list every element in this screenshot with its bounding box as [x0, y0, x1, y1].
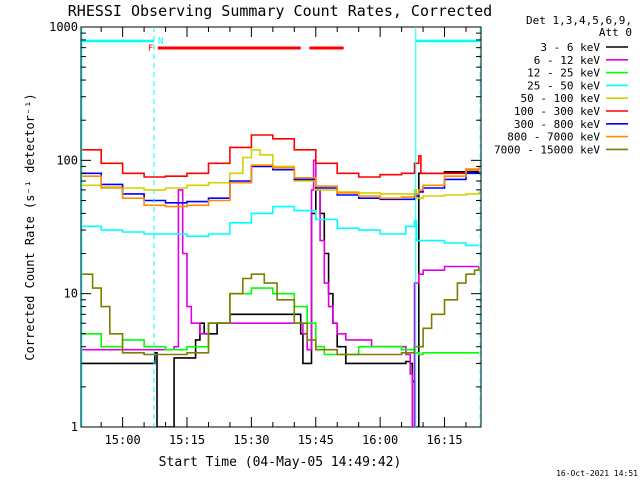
annotations: NF: [81, 27, 481, 427]
y-axis-label: Corrected Count Rate (s⁻¹ detector⁻¹): [23, 93, 37, 360]
legend-label-9: 7000 - 15000 keV: [494, 143, 600, 156]
legend-title-2: Att 0: [599, 26, 632, 39]
legend-label-3: 12 - 25 keV: [527, 67, 600, 80]
y-tick-label-3: 100: [56, 153, 78, 167]
plot-frame: [80, 26, 482, 428]
legend-label-4: 25 - 50 keV: [527, 79, 600, 92]
series-line-9: [81, 266, 480, 356]
legend-label-5: 50 - 100 keV: [521, 92, 601, 105]
legend-label-8: 800 - 7000 keV: [507, 131, 600, 144]
x-axis: 15:00 15:15 15:30 15:45 16:00 16:15: [100, 27, 467, 447]
timestamp: 16-Oct-2021 14:51: [556, 469, 638, 478]
legend-label-1: 3 - 6 keV: [540, 41, 600, 54]
x-tick-label-5: 16:00: [362, 433, 398, 447]
x-axis-label: Start Time (04-May-05 14:49:42): [159, 455, 402, 470]
x-tick-label-4: 15:45: [298, 433, 334, 447]
legend-label-6: 100 - 300 keV: [514, 105, 600, 118]
x-tick-label-1: 15:00: [105, 433, 141, 447]
x-tick-label-2: 15:15: [169, 433, 205, 447]
series-line-5: [81, 149, 480, 199]
y-tick-label-1: 1: [71, 420, 78, 434]
series-line-4: [81, 205, 479, 247]
legend-label-2: 6 - 12 keV: [534, 54, 601, 67]
night-label: N: [158, 37, 163, 47]
x-tick-label-6: 16:15: [426, 433, 462, 447]
series-line-7: [81, 165, 480, 204]
chart-title: RHESSI Observing Summary Count Rates, Co…: [68, 2, 492, 20]
legend-title-1: Det 1,3,4,5,6,9,: [526, 14, 632, 27]
y-tick-label-2: 10: [64, 287, 78, 301]
y-axis: 1 10 100 1000: [49, 20, 481, 434]
series-line-8: [81, 164, 480, 208]
x-tick-label-3: 15:30: [233, 433, 269, 447]
flare-label: F: [148, 44, 153, 54]
y-tick-label-4: 1000: [49, 20, 78, 34]
plot-area: [81, 134, 480, 427]
legend-label-7: 300 - 800 keV: [514, 118, 600, 131]
series-line-2: [81, 159, 479, 427]
series-line-6: [81, 134, 480, 178]
